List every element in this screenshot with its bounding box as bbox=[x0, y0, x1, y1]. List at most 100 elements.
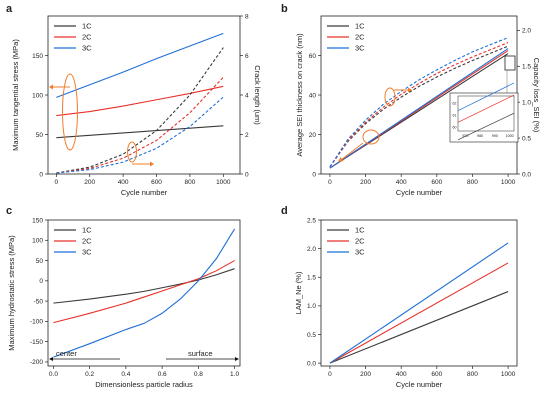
panel-a-arrow-right-head bbox=[150, 162, 154, 167]
panel-a-series-2C bbox=[56, 86, 223, 115]
panel-letter-a: a bbox=[6, 3, 13, 15]
panel-b-ytick-label: 40 bbox=[309, 92, 317, 99]
panel-d-xtick-label: 1000 bbox=[501, 371, 516, 378]
panel-a-xtick-label: 600 bbox=[151, 179, 162, 186]
panel-d: 0 200 400 600 800 1000 0.0 0.5 1.0 1.5 2.0 2.5 Cycle… bbox=[294, 217, 517, 389]
panel-d-ylabel: LAM_Ne (%) bbox=[294, 271, 303, 314]
panel-a-y2tick-label: 0 bbox=[245, 171, 249, 178]
panel-a-series-1C-dashed bbox=[56, 48, 223, 173]
panel-b-xtick-label: 400 bbox=[396, 179, 407, 186]
panel-a-y2label: Crack length (um) bbox=[253, 65, 262, 125]
panel-c-xtick-label: 0.6 bbox=[158, 371, 167, 378]
panel-b-xlabel: Cycle number bbox=[396, 188, 443, 197]
panel-b-legend-label: 2C bbox=[355, 33, 365, 42]
panel-b-y2label: Capacity loss_SEI (%) bbox=[532, 58, 541, 133]
panel-d-legend-label: 1C bbox=[355, 226, 365, 235]
panel-b-xtick-label: 200 bbox=[360, 179, 371, 186]
panel-a-ylabel: Maximum tangential stress (MPa) bbox=[11, 39, 20, 151]
panel-c-ytick-label: 100 bbox=[32, 238, 43, 245]
panel-d-series-1C bbox=[330, 292, 508, 364]
panel-b-inset-xtick-label: 990 bbox=[492, 134, 498, 138]
panel-c-ytick-label: -200 bbox=[30, 359, 43, 366]
panel-b-ytick-label: 60 bbox=[309, 53, 317, 60]
panel-c-ytick-label: -50 bbox=[34, 298, 44, 305]
panel-b-y2tick-label: 1.5 bbox=[522, 64, 531, 71]
panel-a-highlight-ellipse bbox=[63, 74, 78, 150]
panel-d-series-2C bbox=[330, 263, 508, 363]
panel-b-ytick-label: 0 bbox=[312, 171, 316, 178]
panel-d-xtick-label: 600 bbox=[431, 371, 442, 378]
panel-d-series-3C bbox=[330, 243, 508, 363]
panel-a-ytick-label: 100 bbox=[32, 92, 43, 99]
panel-b-legend-label: 1C bbox=[355, 22, 365, 31]
panel-c-series-1C bbox=[53, 269, 234, 303]
panel-d-ytick-label: 1.0 bbox=[307, 303, 316, 310]
panel-a-y2tick-label: 6 bbox=[245, 53, 249, 60]
panel-d-ytick-label: 1.5 bbox=[307, 275, 316, 282]
panel-a-xtick-label: 1000 bbox=[216, 179, 231, 186]
panel-d-xtick-label: 0 bbox=[328, 371, 332, 378]
panel-a-xtick-label: 0 bbox=[55, 179, 59, 186]
panel-d-legend-label: 2C bbox=[355, 237, 365, 246]
panel-a-ytick-label: 50 bbox=[36, 132, 44, 139]
panel-a-series-3C-dashed bbox=[56, 97, 223, 173]
panel-b-y2tick-label: 2.0 bbox=[522, 28, 531, 35]
panel-c-annotation-center: center bbox=[56, 349, 77, 358]
panel-c-surface-arrow-head bbox=[235, 357, 239, 361]
panel-letter-b: b bbox=[281, 3, 288, 15]
panel-d-frame bbox=[321, 220, 517, 366]
panel-b-xtick-label: 600 bbox=[431, 179, 442, 186]
panel-c-ytick-label: 150 bbox=[32, 217, 43, 224]
panel-c-center-arrow-head bbox=[49, 357, 53, 361]
panel-a-y2tick-label: 2 bbox=[245, 132, 249, 139]
panel-c-legend-label: 1C bbox=[82, 226, 92, 235]
panel-c-xtick-label: 0.0 bbox=[49, 371, 58, 378]
panel-a-legend-label: 2C bbox=[82, 33, 92, 42]
panel-a-xtick-label: 400 bbox=[118, 179, 129, 186]
panel-a: 0 200 400 600 800 1000 0 50 100 150 0 2 4 6 8 Cycle num… bbox=[11, 13, 262, 197]
panel-a-y2tick-label: 8 bbox=[245, 13, 249, 20]
panel-a-arrow-left-head bbox=[49, 85, 53, 90]
panel-a-y2tick-label: 4 bbox=[245, 92, 249, 99]
panel-letter-d: d bbox=[281, 205, 288, 217]
panel-b: 0 200 400 600 800 1000 0 20 40 60 0.0 0.5 1.0 1.5 2.0 C… bbox=[295, 16, 541, 197]
panel-b-inset-ytick-label: 61 bbox=[453, 114, 457, 118]
panel-b-y2tick-label: 1.0 bbox=[522, 99, 531, 106]
panel-a-ytick-label: 150 bbox=[32, 53, 43, 60]
panel-b-y2tick-label: 0.5 bbox=[522, 135, 531, 142]
panel-b-ytick-label: 20 bbox=[309, 132, 317, 139]
panel-d-ytick-label: 0.5 bbox=[307, 332, 316, 339]
panel-letter-c: c bbox=[6, 205, 12, 217]
panel-c-xtick-label: 0.4 bbox=[121, 371, 130, 378]
panel-b-inset-xtick-label: 1000 bbox=[506, 134, 514, 138]
panel-c-ytick-label: 0 bbox=[39, 278, 43, 285]
panel-b-inset-ytick-label: 60 bbox=[453, 126, 457, 130]
panel-a-xlabel: Cycle number bbox=[121, 188, 168, 197]
panel-a-series-1C bbox=[56, 126, 223, 138]
panel-b-inset-ytick-label: 62 bbox=[453, 101, 457, 105]
panel-b-y2tick-label: 0.0 bbox=[522, 171, 531, 178]
panel-a-xtick-label: 800 bbox=[184, 179, 195, 186]
panel-c-xtick-label: 1.0 bbox=[230, 371, 239, 378]
panel-d-xtick-label: 200 bbox=[360, 371, 371, 378]
panel-a-xtick-label: 200 bbox=[84, 179, 95, 186]
panel-c-legend-label: 3C bbox=[82, 248, 92, 257]
panel-d-ytick-label: 2.0 bbox=[307, 246, 316, 253]
panel-b-xtick-label: 0 bbox=[328, 179, 332, 186]
panel-c-frame bbox=[48, 220, 240, 366]
panel-c-xtick-label: 0.8 bbox=[194, 371, 203, 378]
panel-d-ytick-label: 2.5 bbox=[307, 217, 316, 224]
panel-c-ytick-label: -150 bbox=[30, 339, 43, 346]
panel-c-ylabel: Maximum hydrostatic stress (MPa) bbox=[7, 235, 16, 351]
panel-d-xtick-label: 800 bbox=[467, 371, 478, 378]
panel-b-xtick-label: 1000 bbox=[501, 179, 516, 186]
panel-d-xlabel: Cycle number bbox=[396, 380, 443, 389]
panel-b-ylabel: Average SEI thickness on crack (nm) bbox=[295, 33, 304, 157]
panel-b-inset-xtick-label: 980 bbox=[477, 134, 483, 138]
panel-c-series-3C bbox=[53, 229, 234, 357]
panel-c-ytick-label: 50 bbox=[36, 258, 44, 265]
panel-b-xtick-label: 800 bbox=[467, 179, 478, 186]
panel-c-xtick-label: 0.2 bbox=[85, 371, 94, 378]
panel-a-ytick-label: 0 bbox=[39, 171, 43, 178]
